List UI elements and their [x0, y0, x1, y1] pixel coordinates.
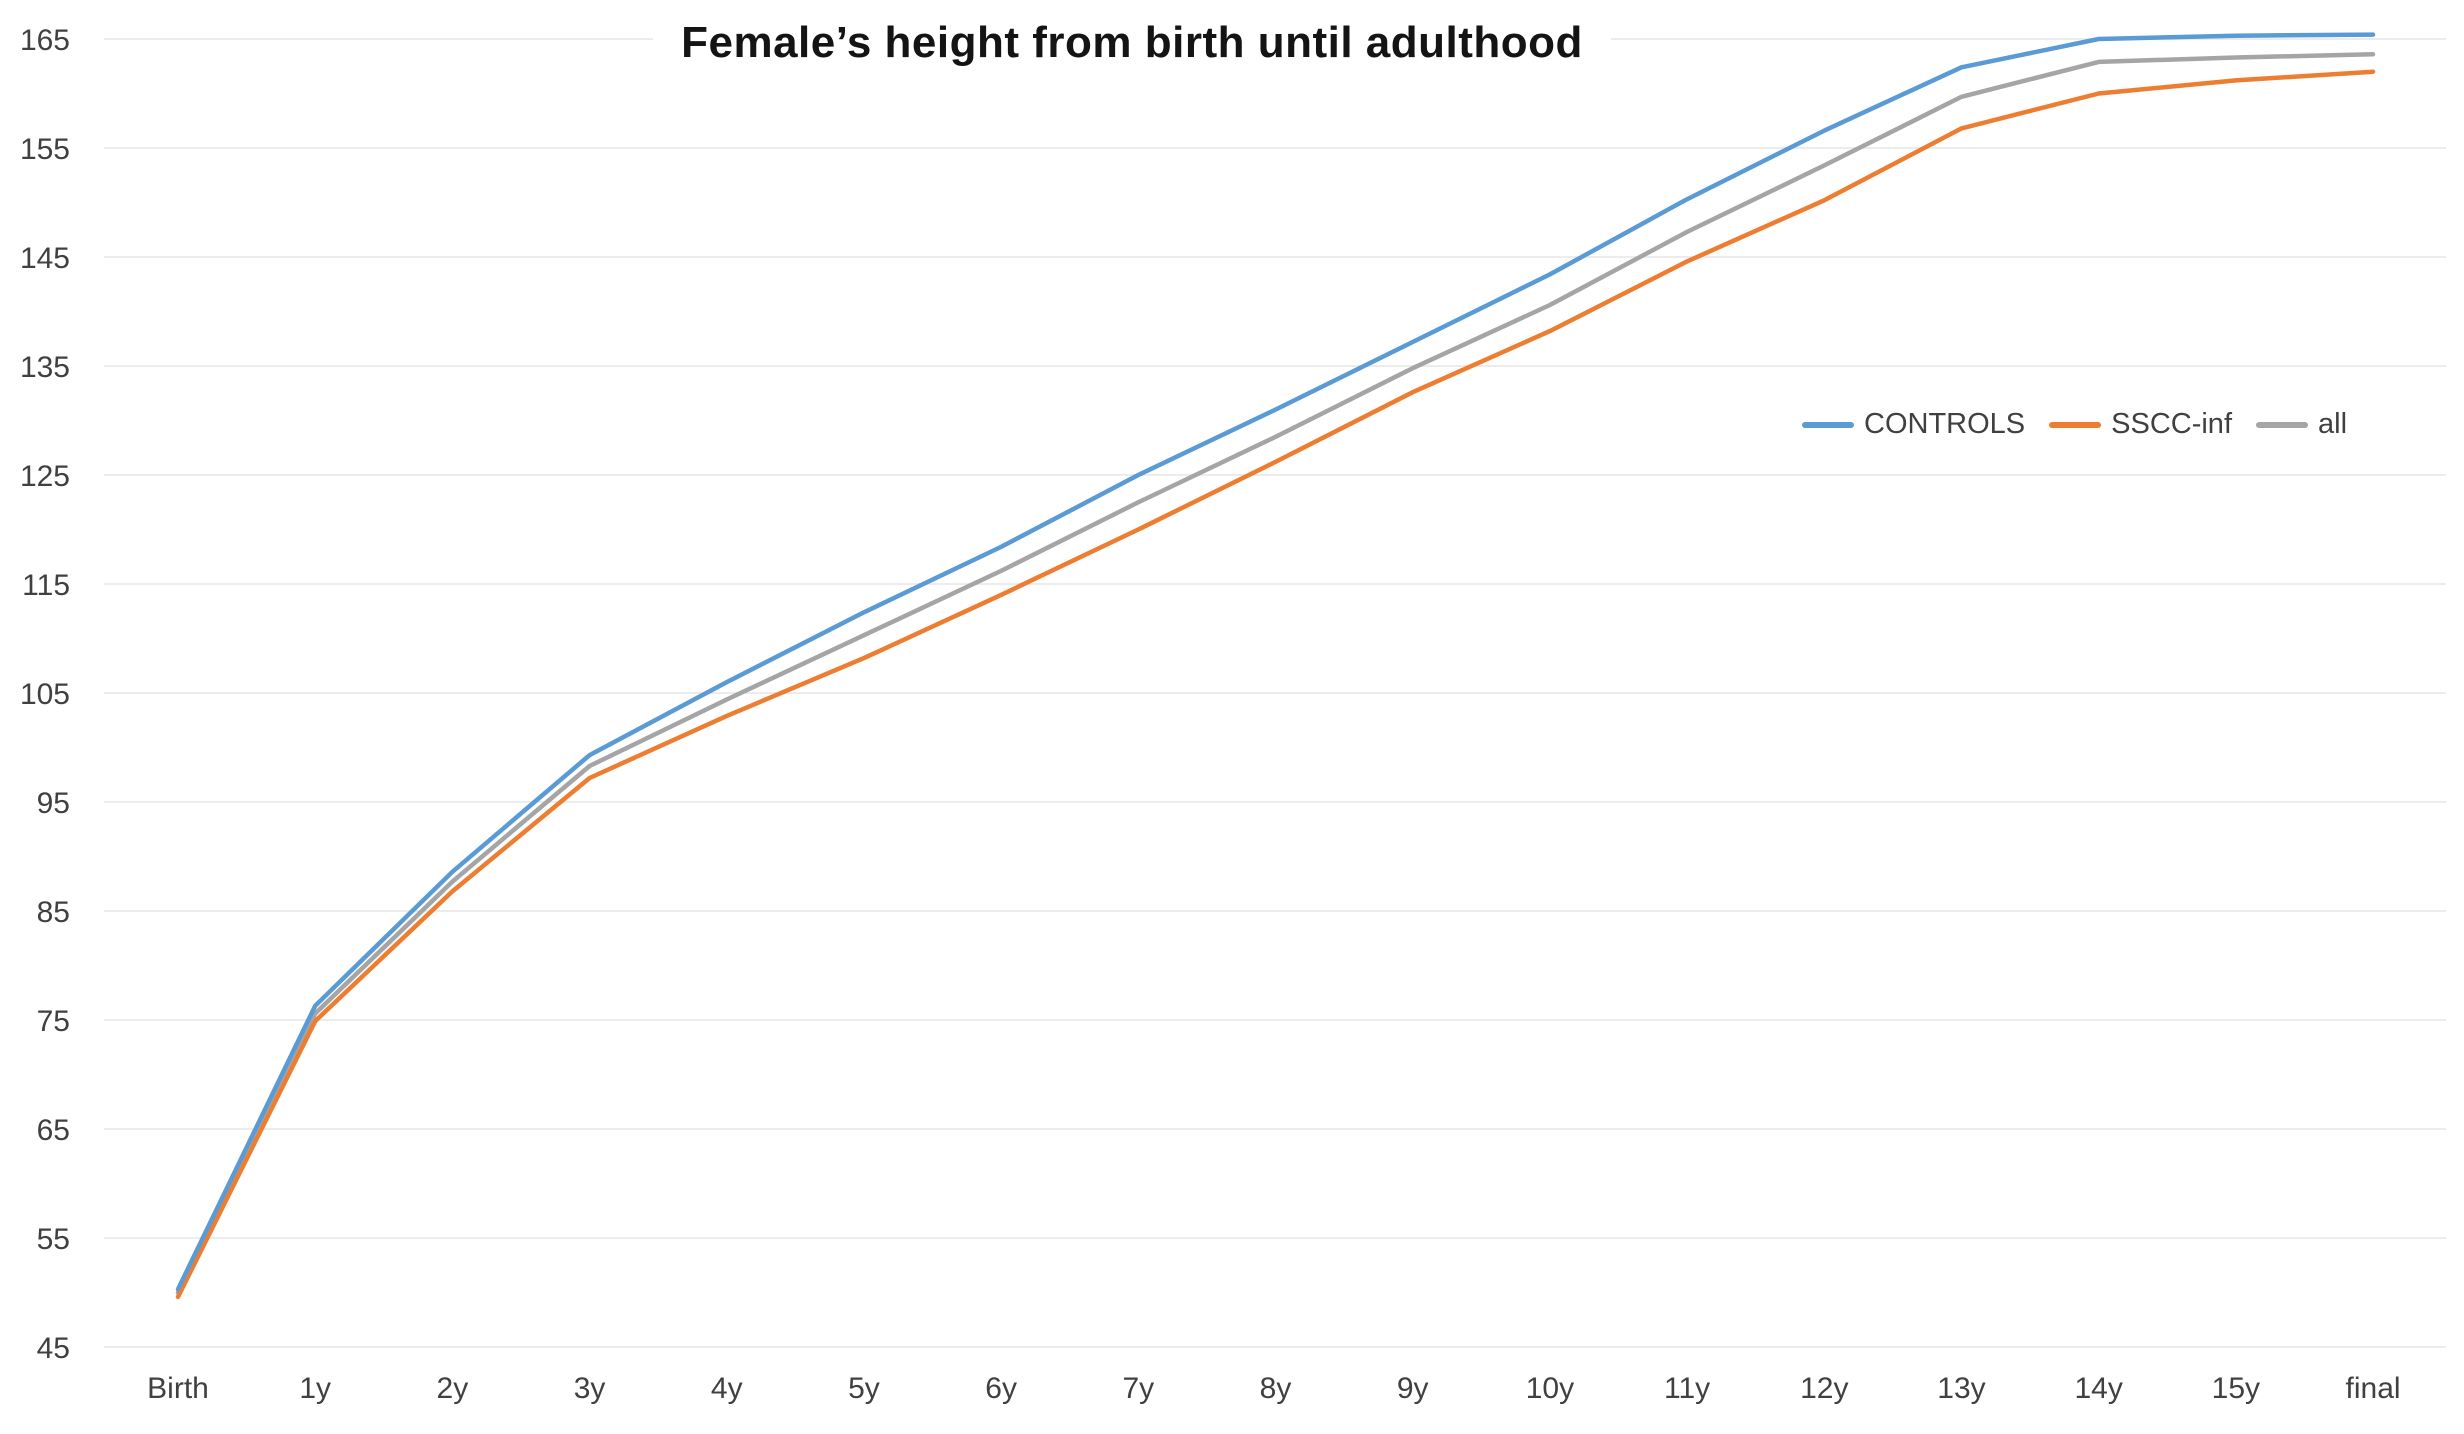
y-axis-tick-label: 45	[37, 1332, 70, 1365]
y-axis-tick-label: 55	[37, 1223, 70, 1256]
x-axis-tick-label: 6y	[985, 1372, 1017, 1405]
chart-legend: CONTROLS SSCC-inf all	[1796, 406, 2354, 443]
series-line-all	[175, 52, 2376, 1295]
x-axis-tick-label: 3y	[574, 1372, 606, 1405]
y-axis-tick-label: 75	[37, 1005, 70, 1038]
x-axis-tick-label: 11y	[1664, 1372, 1710, 1405]
y-axis-tick-label: 65	[37, 1114, 70, 1147]
x-axis-tick-label: 13y	[1937, 1372, 1985, 1405]
controls-line-swatch	[1802, 421, 1854, 428]
x-axis-tick-label: 15y	[2212, 1372, 2260, 1405]
y-axis-tick-label: 95	[37, 787, 70, 820]
all-line-swatch	[2256, 421, 2308, 428]
legend-label-all: all	[2318, 408, 2348, 440]
y-axis-tick-label: 165	[20, 24, 70, 57]
x-axis-tick-label: 14y	[2074, 1372, 2122, 1405]
legend-item-controls: CONTROLS	[1802, 408, 2025, 441]
x-axis-tick-label: 7y	[1122, 1372, 1154, 1405]
x-axis-tick-label: 8y	[1260, 1372, 1292, 1405]
legend-label-sscc-inf: SSCC-inf	[2111, 408, 2232, 440]
x-axis-tick-label: 9y	[1397, 1372, 1429, 1405]
legend-label-controls: CONTROLS	[1864, 408, 2026, 440]
x-axis-tick-label: 4y	[711, 1372, 743, 1405]
y-axis-tick-label: 135	[20, 351, 70, 384]
chart-title: Female’s height from birth until adultho…	[653, 14, 1611, 72]
sscc-inf-line-swatch	[2049, 421, 2102, 428]
x-axis-tick-label: Birth	[147, 1372, 209, 1405]
x-axis-tick-label: 10y	[1526, 1372, 1574, 1405]
x-axis-tick-label: 1y	[299, 1372, 331, 1405]
y-axis-tick-label: 85	[37, 896, 70, 929]
x-axis-tick-label: 12y	[1800, 1372, 1848, 1405]
y-axis-tick-label: 105	[20, 678, 70, 711]
y-axis-tick-label: 145	[20, 242, 70, 275]
legend-item-all: all	[2256, 408, 2347, 441]
series-line-controls	[175, 32, 2376, 1292]
x-axis-tick-label: 2y	[437, 1372, 469, 1405]
y-axis-tick-label: 115	[22, 569, 70, 602]
y-axis-tick-label: 155	[20, 133, 70, 166]
x-axis-tick-label: 5y	[848, 1372, 880, 1405]
legend-item-sscc-inf: SSCC-inf	[2049, 408, 2232, 441]
series-line-sscc-inf	[175, 69, 2376, 1300]
y-axis-tick-label: 125	[20, 460, 70, 493]
x-axis-tick-label: final	[2346, 1372, 2401, 1405]
